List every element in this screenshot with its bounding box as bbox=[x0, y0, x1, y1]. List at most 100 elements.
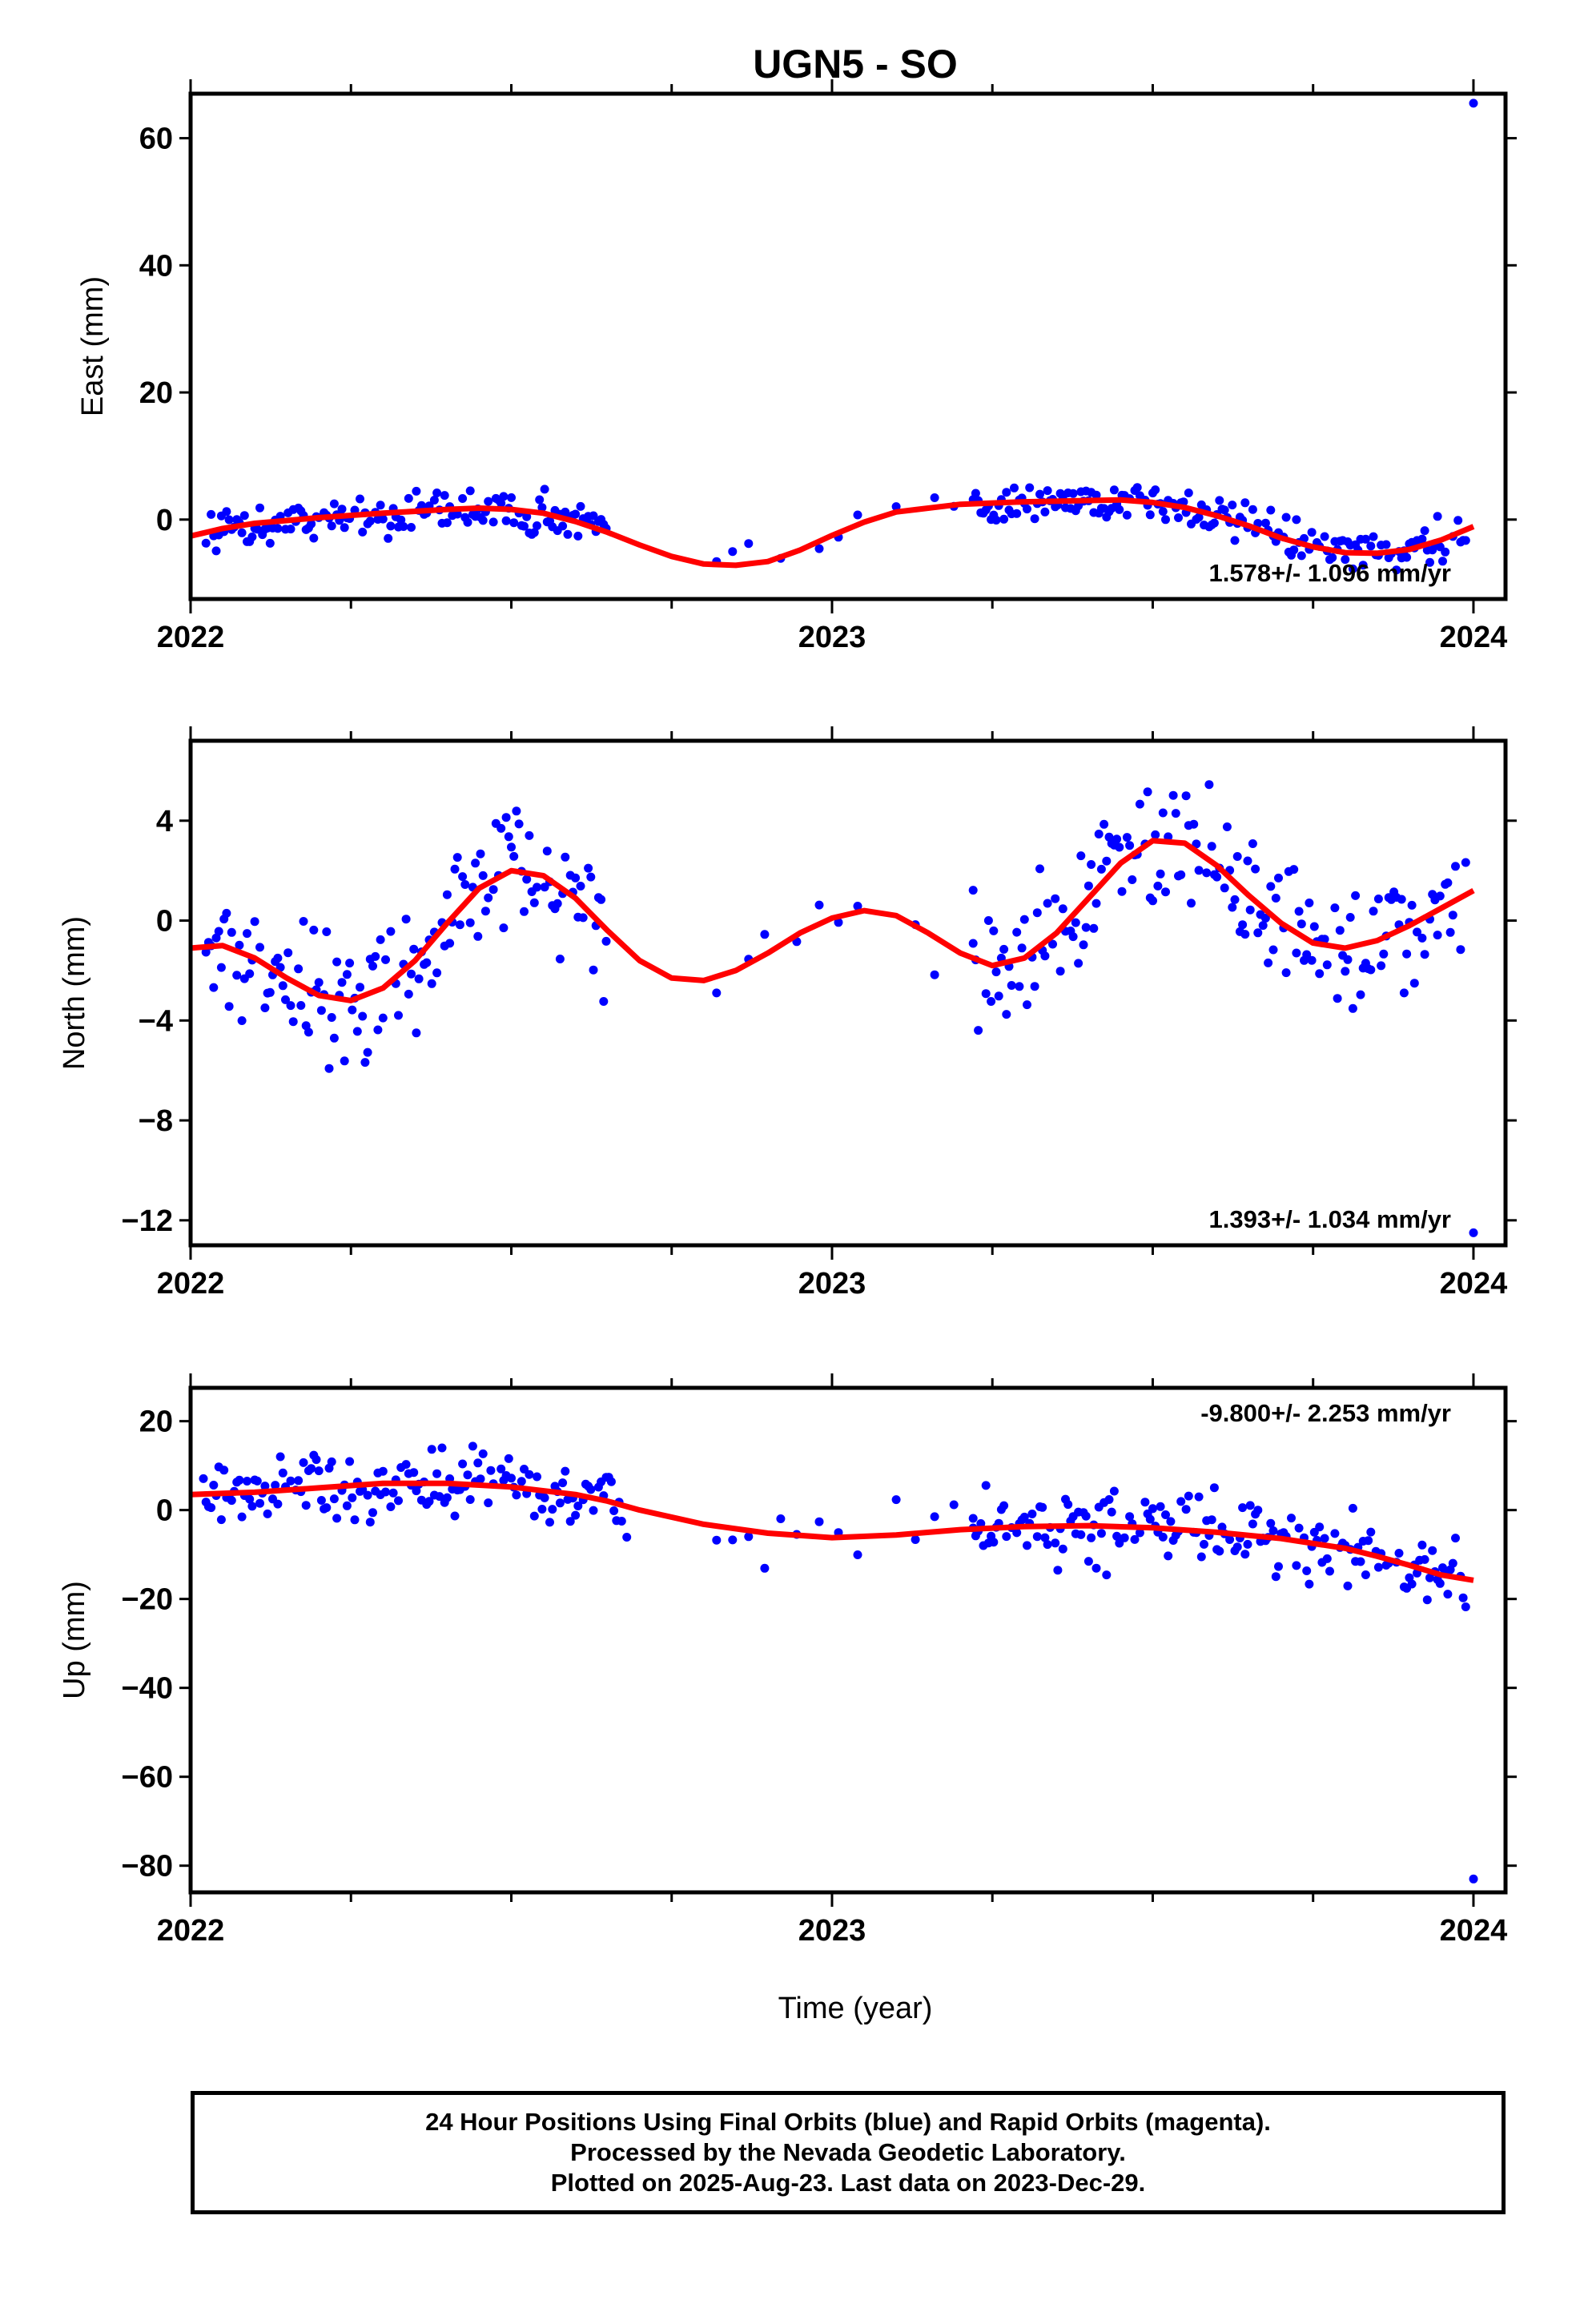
data-point bbox=[1451, 862, 1460, 871]
data-point bbox=[1320, 1534, 1329, 1543]
data-point bbox=[606, 1477, 616, 1486]
data-point bbox=[507, 1474, 516, 1483]
data-point bbox=[622, 1533, 632, 1542]
data-point bbox=[381, 955, 390, 964]
data-point bbox=[1330, 903, 1340, 913]
data-point bbox=[565, 1517, 575, 1526]
data-point bbox=[278, 1468, 287, 1478]
data-point bbox=[558, 1478, 568, 1488]
data-point bbox=[1345, 913, 1355, 922]
data-point bbox=[1253, 1506, 1263, 1515]
data-point bbox=[455, 920, 464, 930]
data-point bbox=[1158, 507, 1168, 517]
y-tick-label: 20 bbox=[139, 1405, 173, 1439]
data-point bbox=[1343, 1581, 1353, 1590]
data-point bbox=[237, 528, 247, 537]
data-point bbox=[1109, 1486, 1119, 1496]
data-point bbox=[342, 970, 352, 979]
data-point bbox=[576, 501, 585, 511]
data-point bbox=[999, 514, 1009, 524]
data-point bbox=[378, 514, 388, 524]
data-point bbox=[1402, 949, 1412, 959]
data-point bbox=[465, 1495, 475, 1504]
data-point bbox=[1330, 1529, 1340, 1538]
data-point bbox=[1294, 1523, 1304, 1533]
data-point bbox=[316, 1496, 326, 1505]
up-axis-label: Up (mm) bbox=[58, 1581, 91, 1699]
data-point bbox=[558, 521, 568, 531]
data-point bbox=[1289, 545, 1299, 555]
data-point bbox=[1171, 809, 1180, 818]
data-point bbox=[1366, 1527, 1376, 1537]
data-point bbox=[561, 852, 570, 862]
data-point bbox=[540, 485, 549, 494]
data-point bbox=[507, 493, 516, 502]
data-point bbox=[586, 872, 596, 882]
data-point bbox=[1156, 1502, 1165, 1511]
data-point bbox=[599, 997, 609, 1006]
data-point bbox=[1322, 960, 1332, 970]
data-point bbox=[1161, 887, 1170, 897]
data-point bbox=[535, 495, 545, 505]
data-point bbox=[1068, 489, 1078, 498]
data-point bbox=[1023, 505, 1031, 514]
data-point bbox=[1217, 1522, 1227, 1532]
data-point bbox=[329, 1033, 339, 1043]
x-tick-label: 2022 bbox=[157, 621, 225, 654]
outlier-point bbox=[1469, 1228, 1478, 1237]
data-point bbox=[1281, 968, 1291, 978]
data-point bbox=[1222, 822, 1232, 831]
data-point bbox=[1148, 1504, 1157, 1514]
data-point bbox=[1019, 1512, 1029, 1522]
data-point bbox=[1012, 927, 1022, 937]
data-point bbox=[478, 870, 488, 880]
data-point bbox=[1448, 1558, 1457, 1568]
data-point bbox=[1196, 1552, 1206, 1562]
data-point bbox=[1366, 965, 1376, 975]
data-point bbox=[1058, 1544, 1067, 1554]
data-point bbox=[853, 902, 862, 911]
data-point bbox=[384, 533, 393, 543]
data-point bbox=[1253, 928, 1263, 938]
data-point bbox=[537, 503, 547, 513]
data-point bbox=[1305, 1579, 1314, 1589]
data-point bbox=[1379, 949, 1389, 959]
data-point bbox=[1184, 489, 1193, 497]
data-point bbox=[432, 489, 442, 497]
data-point bbox=[337, 505, 347, 514]
data-point bbox=[1435, 891, 1445, 901]
data-point bbox=[1305, 899, 1314, 907]
data-point bbox=[1292, 948, 1301, 958]
data-point bbox=[1248, 1519, 1257, 1529]
data-point bbox=[548, 1505, 557, 1514]
data-point bbox=[480, 907, 490, 916]
outlier-point bbox=[1469, 1874, 1478, 1884]
data-point bbox=[342, 1501, 352, 1510]
data-point bbox=[1122, 510, 1132, 520]
data-point bbox=[260, 1003, 270, 1012]
data-point bbox=[1320, 532, 1329, 541]
data-point bbox=[1245, 1501, 1255, 1510]
data-point bbox=[1156, 869, 1165, 879]
y-tick-label: 20 bbox=[139, 376, 173, 410]
data-point bbox=[265, 538, 275, 548]
data-point bbox=[561, 1466, 570, 1476]
data-point bbox=[1202, 868, 1212, 878]
data-point bbox=[1397, 895, 1406, 904]
data-point bbox=[286, 1476, 295, 1486]
y-tick-label: −60 bbox=[122, 1761, 173, 1795]
data-point bbox=[332, 1514, 342, 1523]
data-point bbox=[312, 1455, 321, 1465]
east-points bbox=[201, 99, 1478, 575]
data-point bbox=[509, 518, 519, 528]
data-point bbox=[1394, 1549, 1404, 1558]
data-point bbox=[1268, 1526, 1278, 1535]
data-point bbox=[609, 1506, 619, 1515]
data-point bbox=[814, 900, 824, 910]
data-point bbox=[1335, 926, 1345, 935]
data-point bbox=[1125, 841, 1135, 850]
data-point bbox=[309, 925, 319, 935]
data-point bbox=[578, 913, 588, 923]
data-point bbox=[1112, 834, 1122, 844]
data-point bbox=[283, 948, 293, 958]
